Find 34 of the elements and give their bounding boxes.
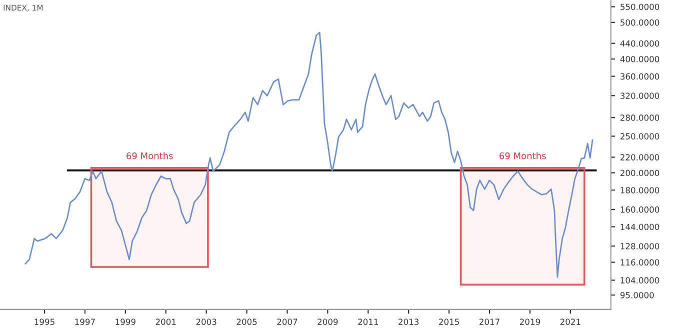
x-tick-label: 2007	[277, 318, 298, 325]
y-tick-label: 95.0000	[620, 292, 654, 298]
x-tick-label: 1997	[75, 318, 95, 325]
y-tick-label: 400.0000	[620, 56, 660, 62]
y-tick-label: 160.0000	[620, 206, 660, 213]
y-tick-label: 144.0000	[620, 224, 660, 230]
x-tick-label: 1999	[116, 318, 136, 325]
y-tick-label: 440.0000	[620, 40, 660, 47]
band-label: 69 Months	[126, 152, 173, 160]
y-tick-label: 220.0000	[620, 154, 660, 160]
band-label: 69 Months	[500, 152, 546, 160]
y-tick-label: 128.0000	[620, 243, 660, 250]
x-tick-label: 2001	[156, 318, 176, 325]
line-series	[24, 32, 594, 278]
x-tick-label: 1995	[34, 318, 54, 325]
y-tick-label: 280.0000	[620, 114, 660, 121]
x-tick-label: 2003	[196, 318, 216, 325]
y-tick-label: 104.0000	[620, 277, 660, 284]
y-tick-label: 500.0000	[620, 19, 660, 26]
x-tick-label: 2015	[439, 318, 459, 325]
x-tick-label: 2021	[560, 318, 580, 325]
x-tick-label: 2019	[520, 318, 540, 325]
y-tick-label: 320.0000	[620, 92, 660, 99]
x-tick-label: 2011	[358, 318, 378, 325]
x-tick-label: 2005	[236, 318, 257, 325]
y-tick-label: 360.0000	[620, 73, 660, 80]
x-tick-label: 2009	[318, 318, 338, 325]
x-tick-label: 2013	[398, 318, 419, 325]
y-tick-label: 550.0000	[620, 4, 660, 10]
y-tick-label: 180.0000	[620, 187, 660, 194]
y-tick-label: 200.0000	[620, 170, 660, 176]
x-tick-label: 2017	[480, 318, 500, 325]
y-tick-label: 116.0000	[620, 259, 660, 266]
y-tick-label: 250.0000	[620, 133, 660, 140]
